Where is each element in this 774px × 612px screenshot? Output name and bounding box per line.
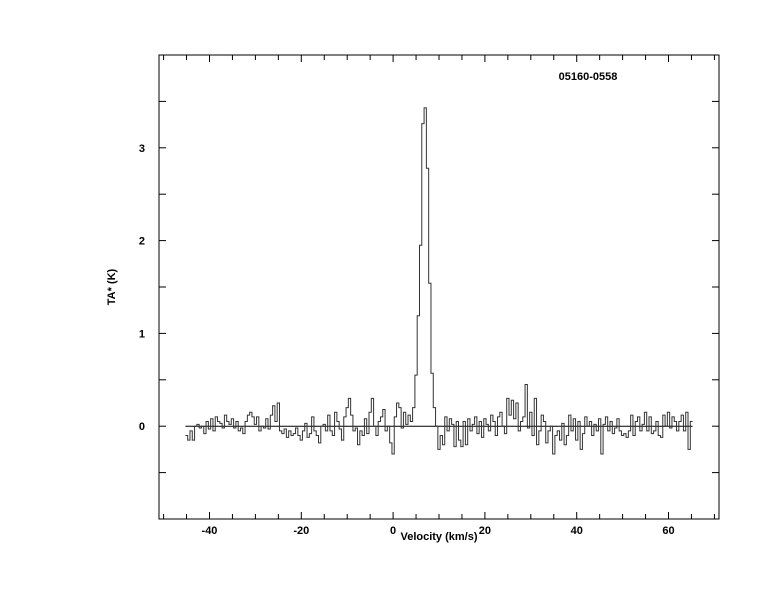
chart-title: 05160-0558 [559,71,618,83]
x-tick-label: 0 [390,525,396,537]
x-tick-label: -20 [293,525,309,537]
spectrum-line [185,107,693,455]
y-tick-label: 0 [139,421,145,433]
x-tick-label: 20 [479,525,491,537]
y-tick-label: 1 [139,328,145,340]
x-tick-label: -40 [202,525,218,537]
y-axis-label: TA* (K) [106,268,118,305]
axis-ticks [159,55,719,519]
x-tick-label: 40 [571,525,583,537]
y-tick-label: 3 [139,143,145,155]
x-tick-label: 60 [662,525,674,537]
tick-labels: -40 -20 0 20 40 60 0 1 2 3 [139,143,675,537]
x-axis-label: Velocity (km/s) [400,531,477,543]
y-tick-label: 2 [139,236,145,248]
